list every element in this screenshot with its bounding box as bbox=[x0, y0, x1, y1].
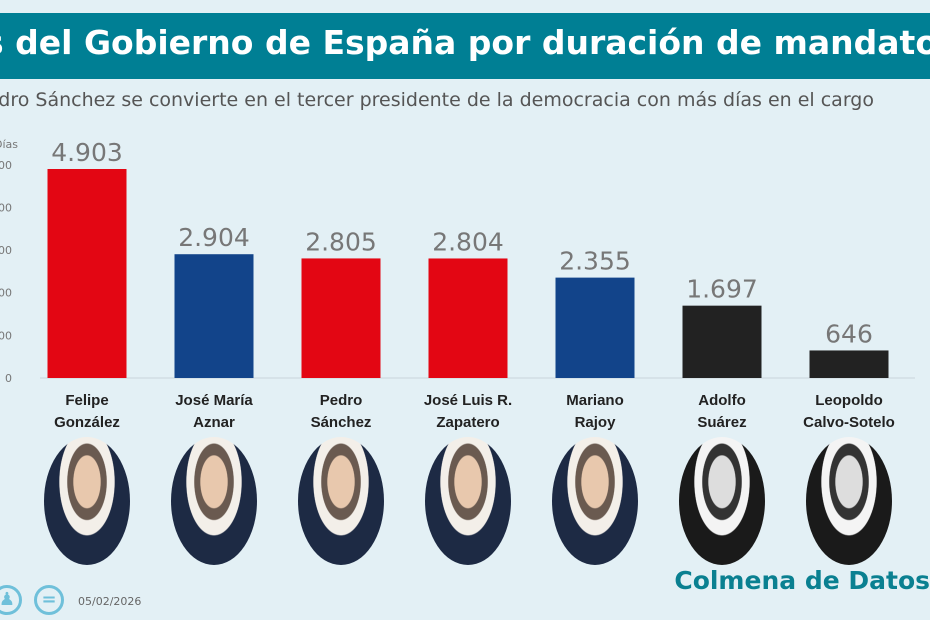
y-tick-label: 3.000 bbox=[0, 244, 12, 257]
category-label: Adolfo Suárez bbox=[697, 392, 747, 431]
y-tick-label: 5.000 bbox=[0, 159, 12, 172]
bar bbox=[47, 169, 127, 378]
y-tick-label: 0 bbox=[5, 372, 12, 385]
bar bbox=[428, 258, 508, 378]
president-portrait bbox=[171, 437, 257, 565]
bar bbox=[682, 305, 762, 378]
chart-subtitle: Pedro Sánchez se convierte en el tercer … bbox=[0, 89, 874, 111]
y-tick-label: 4.000 bbox=[0, 201, 12, 214]
bar-chart: Días 0 1.000 2.000 3.000 4.000 5.000 4.903 2.904… bbox=[0, 138, 915, 385]
equals-icon: = bbox=[34, 585, 64, 615]
data-label: 646 bbox=[825, 319, 873, 348]
category-label: Leopoldo Calvo-Sotelo bbox=[803, 392, 895, 431]
president-portrait bbox=[44, 437, 130, 565]
category-label: José María Aznar bbox=[175, 392, 253, 431]
brand-logo-text: Colmena de Datos bbox=[674, 566, 930, 595]
bar bbox=[809, 350, 889, 378]
data-label: 2.804 bbox=[432, 227, 504, 256]
president-portrait bbox=[298, 437, 384, 565]
bar bbox=[555, 277, 635, 378]
data-label: 2.904 bbox=[178, 223, 250, 252]
bar bbox=[301, 258, 381, 378]
bar bbox=[174, 254, 254, 378]
chart-title: Presidentes del Gobierno de España por d… bbox=[0, 23, 930, 62]
title-bar: Presidentes del Gobierno de España por d… bbox=[0, 13, 930, 79]
president-portrait bbox=[552, 437, 638, 565]
category-label: Pedro Sánchez bbox=[310, 392, 372, 431]
president-portrait bbox=[806, 437, 892, 565]
data-label: 4.903 bbox=[51, 138, 123, 167]
y-tick-label: 2.000 bbox=[0, 287, 12, 300]
president-portrait bbox=[679, 437, 765, 565]
person-icon: ♟ bbox=[0, 585, 22, 615]
president-portrait bbox=[425, 437, 511, 565]
y-axis-label: Días bbox=[0, 138, 18, 151]
category-label: Felipe González bbox=[54, 392, 120, 431]
category-label: José Luis R. Zapatero bbox=[423, 392, 513, 431]
data-label: 2.805 bbox=[305, 227, 377, 256]
data-label: 1.697 bbox=[686, 275, 758, 304]
data-label: 2.355 bbox=[559, 247, 631, 276]
date: 05/02/2026 bbox=[78, 595, 142, 608]
y-tick-label: 1.000 bbox=[0, 329, 12, 342]
category-label: Mariano Rajoy bbox=[566, 392, 624, 431]
